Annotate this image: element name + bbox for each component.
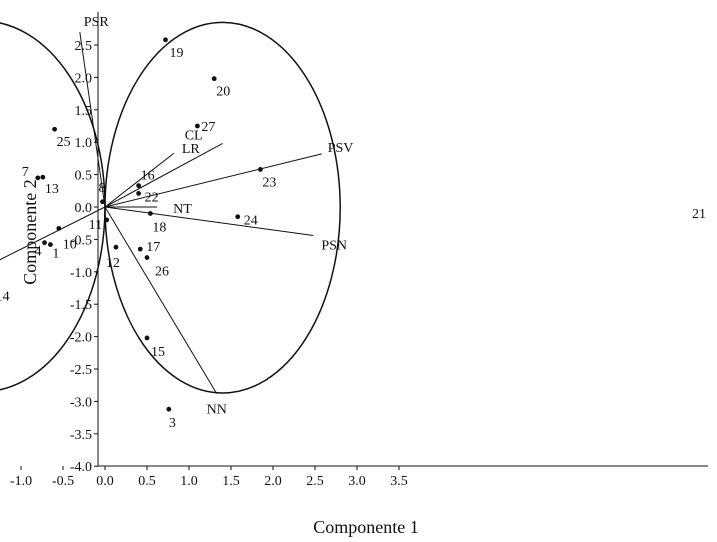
y-tick-label: 0.5: [75, 169, 93, 184]
x-tick-label: 3.0: [348, 474, 366, 489]
point-label-12: 12: [106, 256, 120, 271]
y-tick-label: -3.5: [70, 428, 92, 443]
x-ticks: -3.0-2.5-2.0-1.5-1.0-0.50.00.51.01.52.02…: [10, 466, 408, 489]
x-tick-label: 2.5: [306, 474, 324, 489]
vector-psv: [104, 153, 322, 208]
point-20: [211, 76, 217, 82]
y-tick-label: 1.0: [75, 136, 93, 151]
y-tick-label: 0.0: [75, 201, 93, 216]
point-label-14: 14: [0, 289, 10, 304]
point-label-24: 24: [244, 214, 258, 229]
point-16: [136, 183, 142, 189]
point-label-3: 3: [169, 416, 176, 431]
point-22: [136, 190, 142, 196]
y-tick-label: 2.0: [75, 71, 93, 86]
loading-vectors: PSRLRCLPSVNTPSNNNLV: [0, 15, 353, 418]
point-label-19: 19: [169, 46, 183, 61]
point-27: [195, 123, 200, 129]
point-23: [258, 167, 263, 172]
ellipses: [0, 21, 341, 394]
axes: [97, 12, 708, 467]
vector-label-psn: PSN: [321, 239, 347, 254]
point-label-17: 17: [146, 240, 160, 255]
vector-label-nt: NT: [173, 202, 192, 217]
point-24: [235, 214, 241, 220]
point-label-18: 18: [152, 220, 166, 235]
vector-lr: [104, 152, 175, 208]
point-3: [166, 406, 172, 412]
point-25: [52, 126, 57, 132]
point-label-25: 25: [57, 135, 71, 150]
point-label-26: 26: [155, 265, 169, 280]
point-1: [48, 242, 53, 247]
point-label-8: 8: [98, 181, 105, 196]
point-4: [42, 240, 47, 246]
point-17: [137, 246, 143, 252]
point-18: [147, 211, 153, 216]
x-tick-label: -0.5: [52, 474, 74, 489]
y-tick-label: 2.5: [75, 39, 93, 54]
vector-psr: [79, 31, 106, 208]
y-tick-label: -2.5: [70, 363, 92, 378]
point-label-10: 10: [63, 237, 77, 252]
y-tick-label: 1.5: [75, 104, 93, 119]
point-label-23: 23: [262, 175, 276, 190]
point-label-21: 21: [692, 207, 706, 222]
point-19: [163, 37, 168, 43]
y-tick-label: -2.0: [70, 331, 92, 346]
point-label-7: 7: [22, 165, 29, 180]
x-tick-label: 2.0: [264, 474, 282, 489]
y-tick-label: -1.0: [70, 266, 92, 281]
point-15: [144, 335, 150, 341]
point-label-27: 27: [201, 120, 215, 135]
point-label-13: 13: [45, 182, 59, 197]
x-tick-label: 0.5: [138, 474, 156, 489]
vector-cl: [104, 143, 223, 208]
y-ticks: 2.5 2.0 1.5 1.0 0.5 0.0 -0.5 -1.0 -1.5 -2.0 -2.5 -3…: [70, 39, 98, 475]
vector-label-psr: PSR: [84, 15, 110, 30]
y-tick-label: -1.5: [70, 298, 92, 313]
vector-nn: [104, 206, 218, 394]
group-ellipse-2: [104, 21, 341, 394]
x-tick-label: -1.0: [10, 474, 32, 489]
point-label-15: 15: [151, 345, 165, 360]
vector-label-psv: PSV: [328, 141, 354, 156]
point-8: [100, 199, 105, 205]
vector-label-cl: CL: [185, 128, 203, 143]
point-7: [35, 175, 41, 181]
point-label-22: 22: [145, 190, 159, 205]
vector-psn: [104, 206, 314, 237]
point-12: [113, 244, 119, 250]
point-label-1: 1: [52, 247, 59, 262]
y-tick-label: -3.0: [70, 395, 92, 410]
vector-label-nn: NN: [207, 403, 227, 418]
point-label-4: 4: [35, 245, 42, 260]
x-tick-label: 1.0: [180, 474, 198, 489]
point-26: [144, 255, 150, 260]
y-tick-label: -0.5: [70, 233, 92, 248]
x-tick-label: 0.0: [96, 474, 114, 489]
point-10: [56, 225, 62, 231]
point-label-20: 20: [216, 85, 230, 100]
point-label-11: 11: [89, 218, 102, 233]
data-points: 1234567891011121314151617181920212223242…: [0, 37, 706, 431]
vector-lv: [0, 206, 106, 261]
y-axis-title: Componente 2: [20, 179, 40, 285]
x-axis-title: Componente 1: [313, 517, 419, 537]
y-tick-label: -4.0: [70, 460, 92, 475]
point-label-16: 16: [141, 169, 155, 184]
point-13: [40, 174, 46, 180]
x-tick-label: 3.5: [390, 474, 408, 489]
x-tick-label: 1.5: [222, 474, 240, 489]
point-11: [104, 217, 110, 223]
vector-label-lr: LR: [182, 142, 201, 157]
